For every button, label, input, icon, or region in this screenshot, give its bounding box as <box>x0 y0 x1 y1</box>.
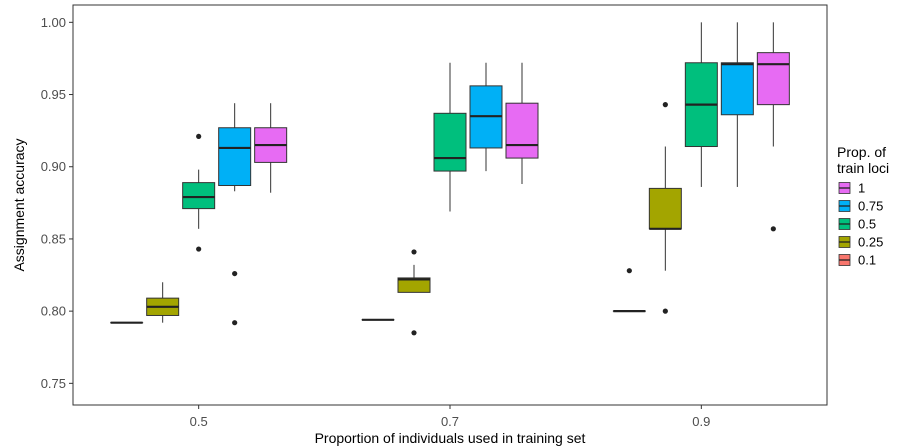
legend-key-1: 1 <box>838 181 865 196</box>
legend-key-0.75: 0.75 <box>838 199 883 214</box>
outlier-point <box>196 246 202 252</box>
x-tick-label: 0.5 <box>190 414 208 429</box>
box-0.1-0.9 <box>612 268 646 313</box>
box-0.75-0.5 <box>218 103 252 326</box>
legend-label: 1 <box>858 181 865 196</box>
box-body <box>433 112 467 172</box>
x-axis-title: Proportion of individuals used in traini… <box>315 430 586 446</box>
legend-label: 0.25 <box>858 235 883 250</box>
outlier-point <box>411 330 417 336</box>
x-tick-label: 0.7 <box>441 414 459 429</box>
y-tick-label: 0.80 <box>41 304 66 319</box>
legend-label: 0.75 <box>858 199 883 214</box>
box-0.25-0.9 <box>648 102 682 314</box>
box-0.75-0.7 <box>469 62 503 172</box>
box-0.5-0.7 <box>433 62 467 212</box>
box-1-0.7 <box>505 62 539 185</box>
box-0.5-0.5 <box>182 133 216 252</box>
legend-key-0.1: 0.1 <box>838 253 876 268</box>
outlier-point <box>232 320 238 326</box>
box-0.25-0.5 <box>146 282 180 323</box>
legend-title: train loci <box>837 160 889 176</box>
box-body <box>218 127 252 187</box>
x-axis: 0.5 0.7 0.9 <box>190 405 710 429</box>
y-tick-label: 0.75 <box>41 376 66 391</box>
outlier-point <box>770 226 776 232</box>
box-body <box>182 182 216 210</box>
plot-marks <box>110 22 790 336</box>
box-0.5-0.9 <box>684 22 718 187</box>
outlier-point <box>662 102 668 108</box>
y-tick-label: 1.00 <box>41 15 66 30</box>
legend-label: 0.1 <box>858 253 876 268</box>
x-tick-label: 0.9 <box>692 414 710 429</box>
box-1-0.9 <box>756 22 790 232</box>
legend-key-0.25: 0.25 <box>838 235 883 250</box>
y-axis: 0.75 0.80 0.85 0.90 0.95 1.00 <box>41 15 73 391</box>
box-1-0.5 <box>254 103 288 193</box>
box-0.25-0.7 <box>397 249 431 336</box>
y-axis-title: Assignment accuracy <box>11 138 27 271</box>
outlier-point <box>232 270 238 277</box>
box-body <box>648 187 682 230</box>
y-tick-label: 0.95 <box>41 87 66 102</box>
box-body <box>397 277 431 293</box>
y-tick-label: 0.85 <box>41 231 66 246</box>
outlier-point <box>662 308 668 314</box>
outlier-point <box>411 249 417 255</box>
legend-title: Prop. of <box>837 144 886 160</box>
outlier-point <box>626 268 632 274</box>
box-body <box>720 62 754 116</box>
box-body <box>756 52 790 106</box>
legend-label: 0.5 <box>858 217 876 232</box>
box-body <box>505 102 539 159</box>
y-tick-label: 0.90 <box>41 159 66 174</box>
box-0.75-0.9 <box>720 22 754 187</box>
outlier-point <box>196 133 202 140</box>
legend-key-0.5: 0.5 <box>838 217 876 232</box>
